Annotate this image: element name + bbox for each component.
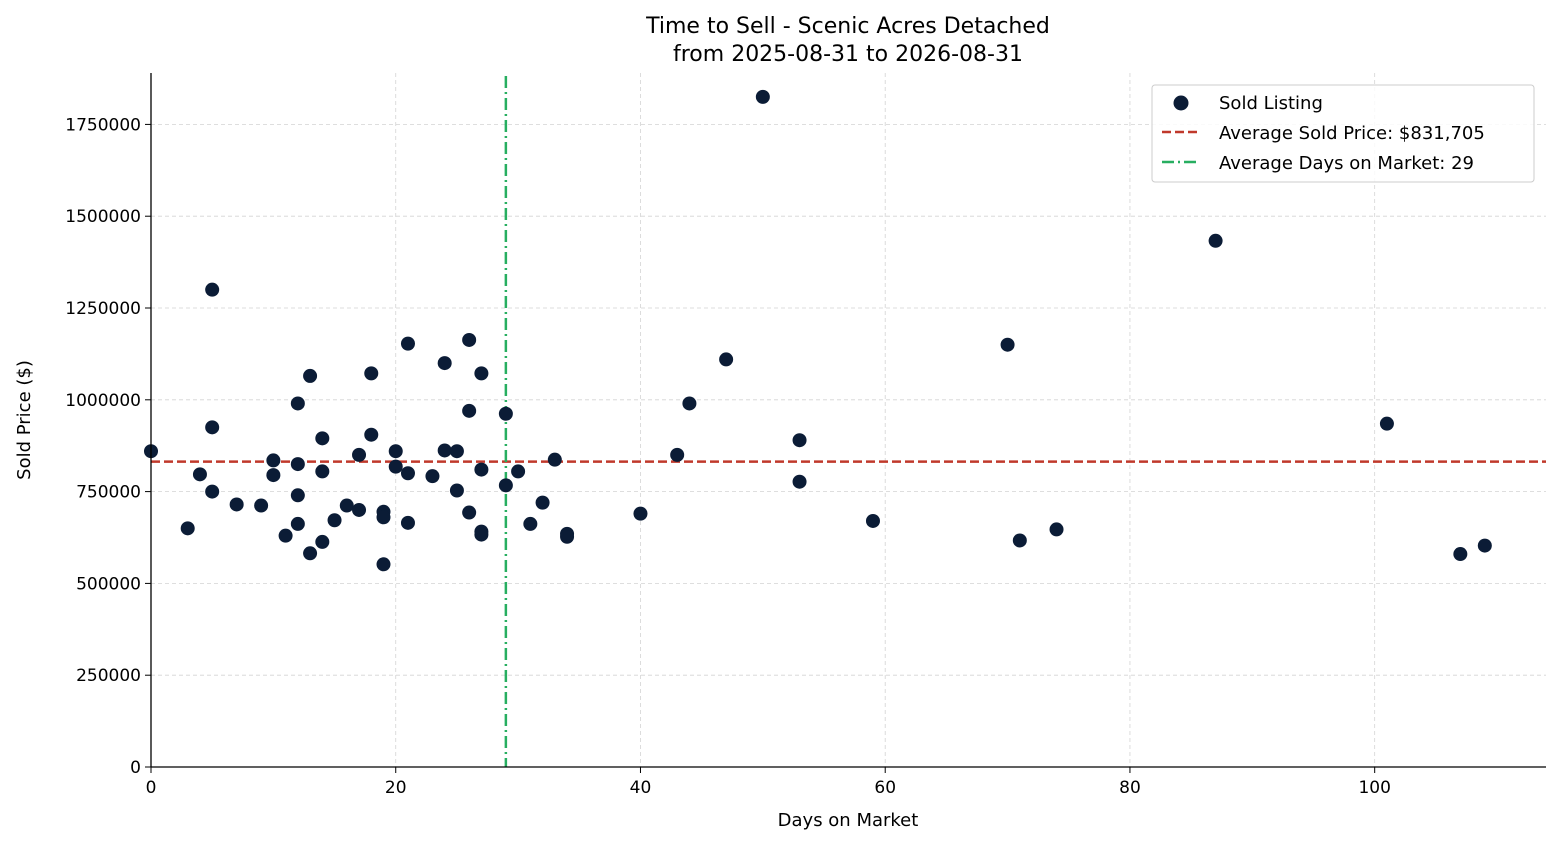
data-point [205, 484, 220, 499]
data-point [498, 478, 513, 493]
data-point [1208, 233, 1223, 248]
data-point [266, 453, 281, 468]
data-point [462, 403, 477, 418]
data-point [290, 396, 305, 411]
data-point [1012, 533, 1027, 548]
data-point [498, 406, 513, 421]
data-point [205, 420, 220, 435]
data-point [229, 497, 244, 512]
data-point [1379, 416, 1394, 431]
y-axis-label: Sold Price ($) [14, 360, 35, 480]
data-point [535, 495, 550, 510]
data-point [315, 534, 330, 549]
y-tick-label: 250000 [76, 666, 141, 686]
data-point [388, 459, 403, 474]
data-point [719, 352, 734, 367]
data-point [339, 498, 354, 513]
data-point [755, 89, 770, 104]
data-point [400, 466, 415, 481]
y-tick-label: 1750000 [65, 115, 141, 135]
data-point [511, 464, 526, 479]
legend-label-average-price: Average Sold Price: $831,705 [1219, 123, 1485, 144]
data-point [303, 368, 318, 383]
y-tick-label: 1000000 [65, 391, 141, 411]
data-point [352, 447, 367, 462]
data-point [388, 444, 403, 459]
y-tick-label: 1500000 [65, 207, 141, 227]
data-point [266, 468, 281, 483]
data-point [1000, 337, 1015, 352]
data-point [462, 332, 477, 347]
data-point [180, 521, 195, 536]
y-tick-label: 750000 [76, 483, 141, 503]
data-point [1049, 522, 1064, 537]
data-point [437, 443, 452, 458]
y-tick-label: 0 [130, 758, 141, 778]
legend-label-average-days: Average Days on Market: 29 [1219, 153, 1474, 174]
y-axis-ticks: 0 250000 500000 750000 1000000 1250000 1500000… [65, 115, 151, 778]
data-point [303, 546, 318, 561]
data-point [376, 557, 391, 572]
data-point [449, 444, 464, 459]
chart-subtitle: from 2025-08-31 to 2026-08-31 [673, 42, 1023, 67]
data-point [474, 462, 489, 477]
data-point [290, 457, 305, 472]
x-tick-label: 80 [1119, 778, 1141, 798]
data-point [364, 366, 379, 381]
data-point [376, 510, 391, 525]
data-point [547, 452, 562, 467]
data-point [315, 431, 330, 446]
data-point [523, 516, 538, 531]
data-point [792, 433, 807, 448]
x-axis-label: Days on Market [778, 810, 919, 831]
data-point [449, 483, 464, 498]
legend-marker-sold-listing [1173, 95, 1189, 111]
data-point [633, 506, 648, 521]
x-tick-label: 20 [385, 778, 407, 798]
data-point [192, 467, 207, 482]
data-point [462, 505, 477, 520]
data-point [254, 498, 269, 513]
data-point [437, 356, 452, 371]
reference-lines [151, 76, 1546, 767]
legend-label-sold-listing: Sold Listing [1219, 93, 1323, 114]
data-point [560, 529, 575, 544]
data-points [144, 89, 1492, 572]
x-tick-label: 100 [1358, 778, 1390, 798]
data-point [315, 464, 330, 479]
data-point [327, 513, 342, 528]
data-point [792, 474, 807, 489]
data-point [400, 336, 415, 351]
data-point [290, 516, 305, 531]
y-tick-label: 500000 [76, 574, 141, 594]
data-point [278, 528, 293, 543]
data-point [682, 396, 697, 411]
legend: Sold Listing Average Sold Price: $831,70… [1151, 84, 1535, 183]
data-point [352, 502, 367, 517]
data-point [290, 488, 305, 503]
data-point [670, 447, 685, 462]
x-tick-label: 60 [874, 778, 896, 798]
x-tick-label: 0 [146, 778, 157, 798]
data-point [425, 469, 440, 484]
data-point [474, 366, 489, 381]
data-point [1477, 538, 1492, 553]
x-axis-ticks: 0 20 40 60 80 100 [146, 767, 1391, 798]
data-point [205, 282, 220, 297]
data-point [865, 513, 880, 528]
y-tick-label: 1250000 [65, 299, 141, 319]
data-point [474, 527, 489, 542]
x-tick-label: 40 [630, 778, 652, 798]
data-point [364, 427, 379, 442]
axes [150, 73, 1546, 768]
chart-title: Time to Sell - Scenic Acres Detached [645, 14, 1050, 39]
data-point [1453, 547, 1468, 562]
legend-box [1151, 84, 1535, 183]
data-point [400, 515, 415, 530]
